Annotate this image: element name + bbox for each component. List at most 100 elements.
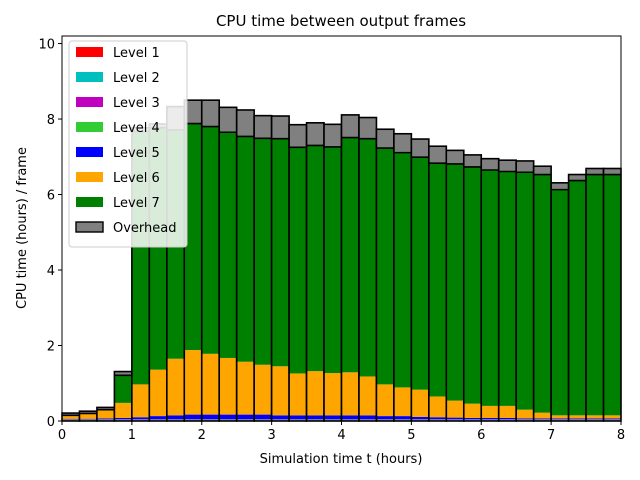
bar-segment-overhead	[498, 160, 517, 172]
legend-label: Level 6	[113, 171, 160, 186]
y-tick-label: 2	[47, 340, 55, 355]
bar-segment-level-6	[568, 415, 587, 419]
x-tick-label: 8	[617, 428, 625, 443]
x-tick-label: 3	[267, 428, 275, 443]
bar-segment-level-5	[358, 415, 377, 420]
bar-segment-overhead	[324, 124, 342, 147]
bar-segment-level-6	[324, 373, 342, 416]
bar-segment-level-6	[254, 364, 272, 415]
bar-segment-level-5	[568, 418, 587, 420]
bar-segment-overhead	[358, 117, 377, 139]
bar-segment-overhead	[219, 107, 237, 133]
bar-segment-level-6	[463, 403, 482, 418]
x-tick-label: 6	[477, 428, 485, 443]
bar-segment-level-6	[428, 396, 447, 418]
bar-segment-level-7	[446, 163, 464, 401]
bar-segment-level-5	[131, 417, 150, 420]
bar-segment-overhead	[551, 182, 569, 190]
bar-segment-overhead	[62, 413, 80, 416]
bar-segment-level-6	[166, 358, 185, 416]
bar-segment-level-7	[341, 137, 359, 373]
bar-segment-level-6	[446, 400, 464, 418]
bar-segment-level-5	[219, 414, 237, 420]
legend-swatch	[76, 147, 103, 157]
bar-segment-level-7	[358, 138, 377, 377]
bar-segment-level-7	[271, 138, 290, 367]
bar-segment-overhead	[376, 129, 394, 149]
bar-segment-level-6	[184, 350, 202, 415]
bar-segment-level-5	[411, 416, 429, 420]
legend: Level 1 Level 2 Level 3 Level 4 Level 5 Level…	[68, 40, 188, 248]
bar-segment-level-5	[254, 414, 272, 420]
bar-segment-level-6	[603, 415, 621, 419]
bar-segment-level-7	[236, 136, 255, 362]
y-axis-label: CPU time (hours) / frame	[15, 147, 30, 309]
bar-segment-level-5	[324, 415, 342, 420]
bar-segment-level-6	[551, 415, 569, 419]
bar-segment-overhead	[516, 160, 534, 173]
bar-segment-overhead	[446, 150, 464, 164]
bar-segment-overhead	[201, 100, 220, 127]
bar-segment-level-5	[149, 416, 167, 420]
bar-segment-level-6	[271, 366, 290, 416]
legend-swatch	[76, 72, 103, 82]
bar-segment-level-5	[533, 418, 552, 420]
bar-segment-overhead	[289, 124, 307, 148]
bar-segment-level-6	[533, 412, 552, 419]
bar-segment-level-6	[96, 409, 115, 419]
bar-segment-overhead	[603, 168, 621, 175]
bar-segment-level-5	[498, 417, 517, 420]
bar-segment-level-5	[184, 414, 202, 420]
bar-segment-level-6	[393, 387, 412, 417]
bar-segment-level-5	[428, 417, 447, 420]
legend-swatch	[76, 47, 103, 57]
bar-segment-level-5	[516, 418, 534, 420]
bar-segment-level-7	[551, 189, 569, 416]
bar-segment-level-7	[411, 157, 429, 390]
bar-segment-level-5	[481, 417, 499, 420]
bar-segment-level-6	[411, 389, 429, 417]
bar-segment-level-6	[289, 373, 307, 416]
legend-label: Overhead	[113, 221, 177, 236]
bar-segment-overhead	[568, 174, 587, 181]
bar-segment-level-6	[481, 405, 499, 418]
bar-segment-level-5	[463, 417, 482, 420]
bar-segment-overhead	[96, 407, 115, 410]
legend-label: Level 3	[113, 96, 160, 111]
bar-segment-overhead	[184, 100, 202, 124]
bar-segment-level-6	[62, 415, 80, 419]
legend-label: Level 5	[113, 146, 160, 161]
bar-segment-level-7	[219, 132, 237, 358]
bar-segment-level-5	[289, 415, 307, 420]
x-tick-label: 0	[58, 428, 66, 443]
bar-segment-level-6	[516, 409, 534, 419]
bar-segment-level-6	[79, 413, 97, 419]
bar-segment-level-5	[376, 416, 394, 420]
bar-segment-level-7	[184, 123, 202, 351]
bar-segment-level-5	[446, 417, 464, 420]
bar-segment-level-5	[96, 418, 115, 420]
legend-swatch	[76, 122, 103, 132]
bar-segment-level-5	[114, 417, 132, 420]
bar-segment-level-7	[533, 174, 552, 413]
bar-segment-overhead	[236, 109, 255, 137]
bar-segment-overhead	[254, 115, 272, 139]
x-axis-label: Simulation time t (hours)	[260, 452, 423, 467]
legend-swatch	[75, 221, 104, 233]
bar-segment-level-5	[201, 414, 220, 420]
bar-segment-level-6	[219, 357, 237, 415]
x-tick-label: 5	[407, 428, 415, 443]
bar-segment-level-7	[376, 148, 394, 385]
bar-segment-level-5	[271, 415, 290, 420]
legend-label: Level 4	[113, 121, 160, 136]
bar-segment-level-5	[166, 415, 185, 420]
bar-segment-level-6	[341, 372, 359, 416]
bar-segment-overhead	[271, 116, 290, 139]
bar-segment-level-7	[603, 174, 621, 416]
bar-segment-level-6	[131, 384, 150, 418]
bar-segment-level-5	[236, 414, 255, 420]
bar-segment-overhead	[341, 114, 359, 138]
bar-segment-level-7	[306, 145, 325, 372]
x-tick-label: 1	[128, 428, 136, 443]
